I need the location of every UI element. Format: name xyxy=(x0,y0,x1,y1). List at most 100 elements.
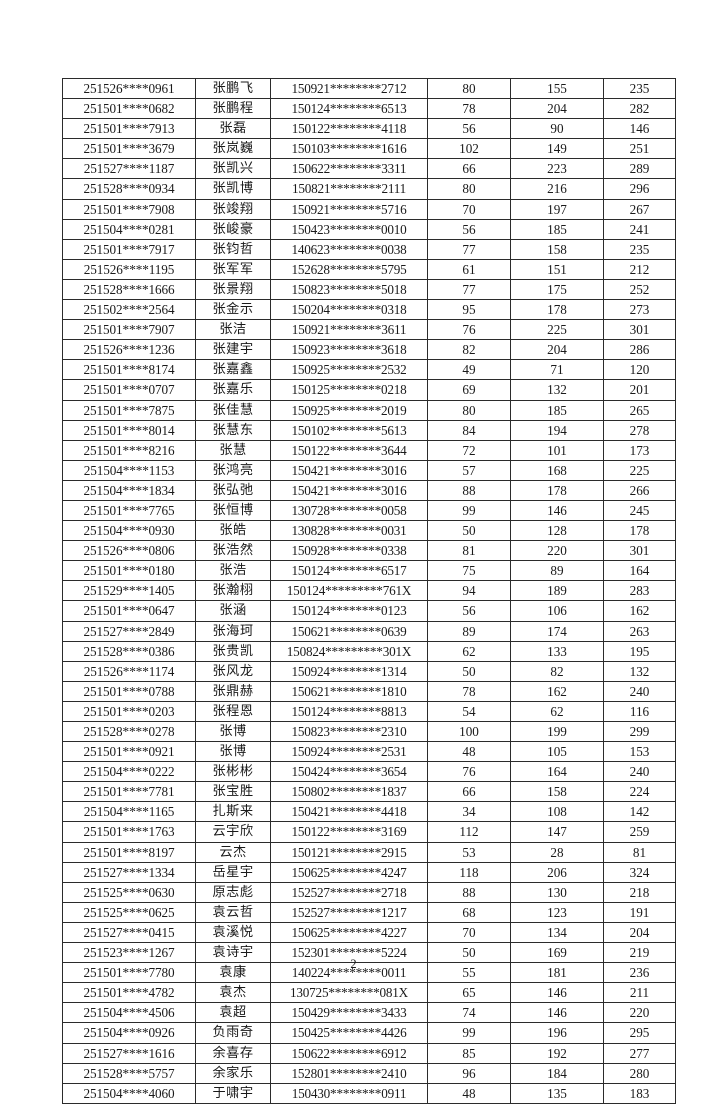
cell-total: 219 xyxy=(603,942,676,964)
cell-name: 张佳慧 xyxy=(195,399,271,421)
cell-exam-number: 251525****0625 xyxy=(62,901,196,923)
cell-score-1: 112 xyxy=(427,821,511,843)
cell-score-2: 181 xyxy=(510,962,604,984)
cell-name: 张岚巍 xyxy=(195,138,271,160)
cell-score-2: 185 xyxy=(510,399,604,421)
cell-score-2: 206 xyxy=(510,861,604,883)
table-row: 251501****7781 张宝胜 150802********1837 66 158… xyxy=(62,781,676,803)
cell-id-number: 150423********0010 xyxy=(270,218,428,240)
roster-table-body: 251526****0961 张鹏飞 150921********2712 80 155… xyxy=(62,77,676,1104)
cell-id-number: 150421********3016 xyxy=(270,459,428,481)
cell-score-2: 106 xyxy=(510,600,604,622)
cell-name: 张慧东 xyxy=(195,419,271,441)
cell-id-number: 150923********3618 xyxy=(270,339,428,361)
cell-score-2: 185 xyxy=(510,218,604,240)
cell-score-1: 68 xyxy=(427,901,511,923)
cell-id-number: 150421********4418 xyxy=(270,801,428,823)
cell-id-number: 150622********6912 xyxy=(270,1042,428,1064)
table-row: 251504****0930 张皓 130828********0031 50 128 1… xyxy=(62,520,676,542)
cell-name: 袁溪悦 xyxy=(195,921,271,944)
cell-score-1: 53 xyxy=(427,841,511,863)
cell-total: 173 xyxy=(603,439,676,461)
cell-id-number: 150122********3644 xyxy=(270,439,428,461)
cell-name: 张凯博 xyxy=(195,178,271,200)
cell-name: 张鸿亮 xyxy=(195,459,271,481)
cell-total: 265 xyxy=(603,399,676,421)
cell-name: 张程恩 xyxy=(195,700,271,723)
cell-score-1: 55 xyxy=(427,962,511,984)
cell-id-number: 130728********0058 xyxy=(270,499,428,522)
cell-exam-number: 251504****0930 xyxy=(62,520,196,542)
cell-total: 289 xyxy=(603,158,676,180)
cell-total: 235 xyxy=(603,77,676,100)
cell-total: 295 xyxy=(603,1022,676,1044)
cell-id-number: 152801********2410 xyxy=(270,1062,428,1084)
cell-score-2: 178 xyxy=(510,479,604,501)
cell-id-number: 150921********3611 xyxy=(270,319,428,341)
cell-exam-number: 251504****4506 xyxy=(62,1002,196,1024)
cell-total: 81 xyxy=(603,841,676,863)
roster-table: 251526****0961 张鹏飞 150921********2712 80 155… xyxy=(62,77,676,1104)
cell-exam-number: 251501****8216 xyxy=(62,439,196,461)
table-row: 251501****0921 张博 150924********2531 48 105 1… xyxy=(62,741,676,763)
cell-name: 张竣翔 xyxy=(195,198,271,220)
cell-total: 183 xyxy=(603,1082,676,1104)
cell-id-number: 150921********5716 xyxy=(270,198,428,220)
cell-score-2: 164 xyxy=(510,761,604,783)
cell-exam-number: 251502****2564 xyxy=(62,299,196,321)
cell-total: 235 xyxy=(603,238,676,260)
cell-total: 224 xyxy=(603,781,676,803)
cell-score-1: 70 xyxy=(427,921,511,944)
cell-total: 162 xyxy=(603,600,676,622)
cell-name: 张弘弛 xyxy=(195,479,271,501)
table-row: 251528****0278 张博 150823********2310 100 199… xyxy=(62,720,676,743)
cell-id-number: 140623********0038 xyxy=(270,238,428,260)
cell-id-number: 150125********0218 xyxy=(270,379,428,401)
cell-exam-number: 251501****3679 xyxy=(62,138,196,160)
cell-name: 张博 xyxy=(195,720,271,743)
cell-total: 201 xyxy=(603,379,676,401)
cell-name: 于啸宇 xyxy=(195,1082,271,1104)
cell-exam-number: 251501****7913 xyxy=(62,118,196,140)
cell-score-1: 69 xyxy=(427,379,511,401)
table-row: 251501****8197 云杰 150121********2915 53 28 81 xyxy=(62,841,676,863)
cell-exam-number: 251528****5757 xyxy=(62,1062,196,1084)
cell-score-1: 66 xyxy=(427,158,511,180)
cell-score-2: 135 xyxy=(510,1082,604,1104)
cell-exam-number: 251501****8014 xyxy=(62,419,196,441)
cell-total: 195 xyxy=(603,640,676,662)
table-row: 251526****0961 张鹏飞 150921********2712 80 155… xyxy=(62,77,676,100)
table-row: 251523****1267 袁诗宇 152301********5224 50 169… xyxy=(62,942,676,964)
cell-total: 286 xyxy=(603,339,676,361)
cell-score-1: 57 xyxy=(427,459,511,481)
cell-exam-number: 251501****0788 xyxy=(62,680,196,702)
cell-total: 120 xyxy=(603,359,676,381)
cell-name: 袁云哲 xyxy=(195,901,271,923)
cell-score-1: 56 xyxy=(427,218,511,240)
cell-total: 266 xyxy=(603,479,676,501)
table-row: 251527****1334 岳星宇 150625********4247 118 20… xyxy=(62,861,676,883)
table-row: 251501****7913 张磊 150122********4118 56 90 14… xyxy=(62,118,676,140)
cell-score-2: 216 xyxy=(510,178,604,200)
cell-score-2: 199 xyxy=(510,720,604,743)
cell-score-1: 34 xyxy=(427,801,511,823)
cell-score-2: 146 xyxy=(510,1002,604,1024)
cell-exam-number: 251501****0203 xyxy=(62,700,196,723)
table-row: 251501****8216 张慧 150122********3644 72 101 1… xyxy=(62,439,676,461)
cell-score-1: 85 xyxy=(427,1042,511,1064)
cell-name: 张景翔 xyxy=(195,278,271,301)
cell-exam-number: 251501****7765 xyxy=(62,499,196,522)
cell-score-2: 158 xyxy=(510,238,604,260)
cell-score-1: 77 xyxy=(427,238,511,260)
cell-score-2: 162 xyxy=(510,680,604,702)
table-row: 251526****0806 张浩然 150928********0338 81 220… xyxy=(62,540,676,562)
cell-score-1: 80 xyxy=(427,77,511,100)
cell-id-number: 150625********4247 xyxy=(270,861,428,883)
table-row: 251504****4060 于啸宇 150430********0911 48 135… xyxy=(62,1082,676,1104)
cell-score-1: 78 xyxy=(427,98,511,120)
cell-name: 张嘉鑫 xyxy=(195,359,271,381)
cell-exam-number: 251501****0682 xyxy=(62,98,196,120)
cell-score-2: 101 xyxy=(510,439,604,461)
cell-total: 146 xyxy=(603,118,676,140)
cell-score-1: 66 xyxy=(427,781,511,803)
